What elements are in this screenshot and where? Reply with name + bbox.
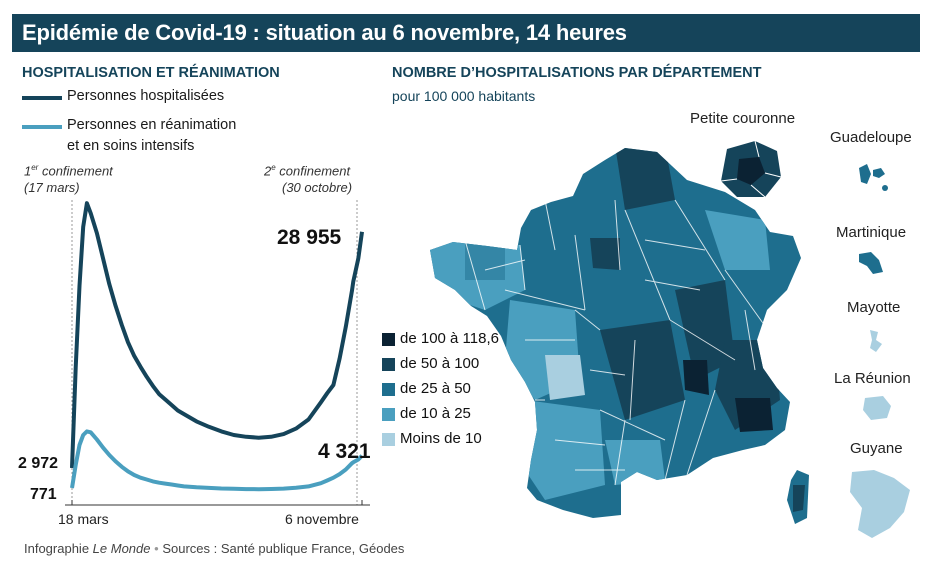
legend-label-3: de 10 à 25: [400, 405, 471, 422]
first-lockdown-date: (17 mars): [24, 180, 80, 195]
legend-label-2: de 25 à 50: [400, 380, 471, 397]
second-lockdown-date: (30 octobre): [282, 180, 353, 195]
petite-couronne-map: [720, 140, 782, 198]
series-line-hospitalisees: [70, 201, 364, 469]
reunion-map: [863, 396, 891, 420]
overseas-label-guadeloupe: Guadeloupe: [830, 129, 912, 146]
legend-swatch-2: [382, 383, 395, 396]
second-lockdown-label: 2e confinement: [264, 163, 351, 179]
legend-icu-label-2: et en soins intensifs: [67, 138, 195, 154]
inset-label: Petite couronne: [690, 110, 796, 127]
line-chart: [65, 200, 370, 506]
france-map: [430, 148, 809, 524]
x-tick-label-start: 18 mars: [58, 511, 109, 527]
value-label-hosp-end: 28 955: [277, 226, 342, 249]
overseas-label-reunion: La Réunion: [834, 370, 911, 387]
guyane-map: [850, 470, 910, 538]
martinique-map: [859, 252, 883, 274]
legend-swatch-0: [382, 333, 395, 346]
left-chart-header: HOSPITALISATION ET RÉANIMATION: [22, 65, 280, 81]
series-line-reanimation: [70, 429, 364, 492]
legend-hosp-swatch: [22, 96, 62, 100]
legend-icu-swatch: [22, 125, 62, 129]
value-label-icu-end: 4 321: [318, 440, 371, 463]
map-subheader: pour 100 000 habitants: [392, 88, 536, 104]
page-title: Epidémie de Covid-19 : situation au 6 no…: [22, 20, 627, 45]
title-bar: Epidémie de Covid-19 : situation au 6 no…: [12, 14, 920, 52]
legend-label-4: Moins de 10: [400, 430, 482, 447]
overseas-label-mayotte: Mayotte: [847, 299, 901, 316]
value-label-icu-start: 771: [30, 486, 57, 503]
legend-label-0: de 100 à 118,6: [400, 330, 499, 347]
legend-swatch-1: [382, 358, 395, 371]
x-tick-label-end: 6 novembre: [285, 511, 359, 527]
legend-swatch-4: [382, 433, 395, 446]
legend-label-1: de 50 à 100: [400, 355, 480, 372]
first-lockdown-label: 1er confinement: [24, 163, 113, 179]
legend-hosp-label: Personnes hospitalisées: [67, 88, 225, 104]
value-label-hosp-start: 2 972: [18, 455, 59, 472]
overseas-label-martinique: Martinique: [836, 224, 907, 241]
mayotte-map: [870, 330, 882, 352]
legend-icu-label-1: Personnes en réanimation: [67, 117, 237, 133]
overseas-label-guyane: Guyane: [850, 440, 903, 457]
source-line: Infographie Le Monde • Sources : Santé p…: [24, 541, 405, 556]
legend-swatch-3: [382, 408, 395, 421]
guadeloupe-map: [859, 164, 888, 191]
map-header: NOMBRE D’HOSPITALISATIONS PAR DÉPARTEMEN…: [392, 65, 762, 81]
